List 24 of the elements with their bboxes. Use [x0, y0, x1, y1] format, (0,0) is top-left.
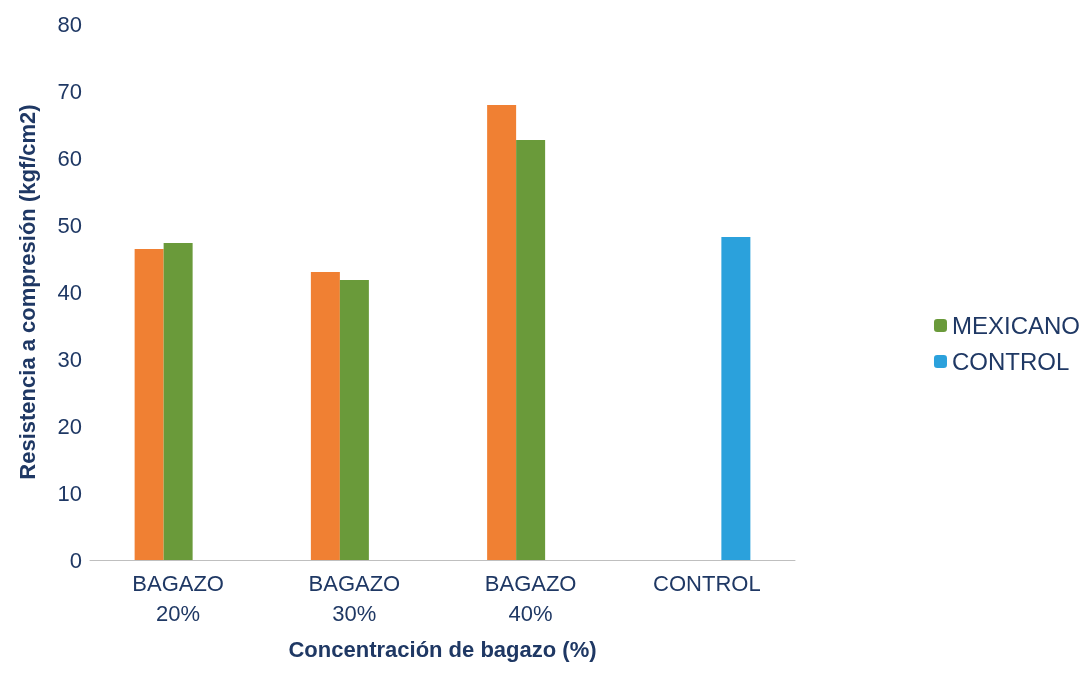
y-tick-label: 20: [57, 413, 82, 439]
y-tick-label: 80: [57, 11, 82, 37]
bar: [721, 237, 751, 560]
bar: [516, 139, 546, 560]
bar: [339, 279, 369, 560]
bar: [134, 249, 164, 560]
x-tick-label: BAGAZO 20%: [132, 570, 224, 626]
y-tick-label: 40: [57, 279, 82, 305]
y-axis-title: Resistencia a compresión (kgf/cm2): [14, 104, 40, 480]
y-tick-label: 70: [57, 78, 82, 104]
legend-label: CONTROL: [951, 348, 1070, 375]
x-tick-label: CONTROL: [653, 570, 761, 596]
bar: [310, 271, 340, 560]
bar: [487, 105, 517, 560]
x-tick-label: BAGAZO 40%: [484, 570, 577, 626]
y-tick-label: 60: [57, 145, 82, 171]
x-tick-label: BAGAZO 30%: [308, 570, 401, 626]
y-tick-label: 30: [57, 346, 82, 372]
legend-label: MEXICANO: [951, 312, 1080, 339]
y-tick-label: 50: [57, 212, 82, 238]
bar: [163, 243, 193, 560]
y-tick-label: 0: [69, 547, 82, 573]
y-tick-label: 10: [57, 480, 82, 506]
x-axis-title: Concentración de bagazo (%): [288, 636, 597, 662]
